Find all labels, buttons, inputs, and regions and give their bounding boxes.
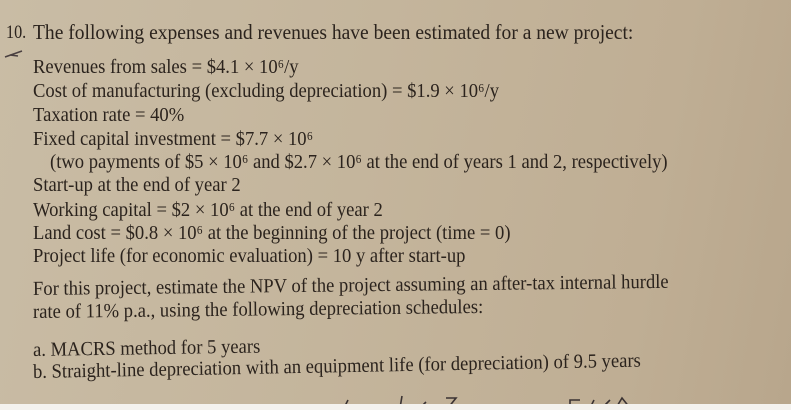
item-land-cost: Land cost = $0.8 × 10⁶ at the beginning … — [33, 222, 511, 244]
question-line-2: rate of 11% p.a., using the following de… — [32, 295, 484, 323]
problem-intro: The following expenses and revenues have… — [33, 20, 634, 44]
part-b-label: b. — [32, 360, 48, 383]
item-payments: (two payments of $5 × 10⁶ and $2.7 × 10⁶… — [50, 151, 668, 173]
page-edge — [0, 404, 791, 410]
item-working-capital: Working capital = $2 × 10⁶ at the end of… — [33, 199, 383, 221]
item-tax: Taxation rate = 40% — [33, 104, 185, 126]
part-a-label: a. — [32, 338, 47, 361]
item-fixed-capital: Fixed capital investment = $7.7 × 10⁶ — [33, 128, 314, 150]
item-project-life: Project life (for economic evaluation) =… — [33, 245, 466, 267]
item-cost: Cost of manufacturing (excluding depreci… — [33, 80, 500, 102]
item-startup: Start-up at the end of year 2 — [33, 174, 241, 196]
pen-mark-icon — [4, 50, 23, 58]
problem-number: 10. — [6, 22, 27, 43]
item-revenues: Revenues from sales = $4.1 × 10⁶/y — [33, 56, 299, 78]
